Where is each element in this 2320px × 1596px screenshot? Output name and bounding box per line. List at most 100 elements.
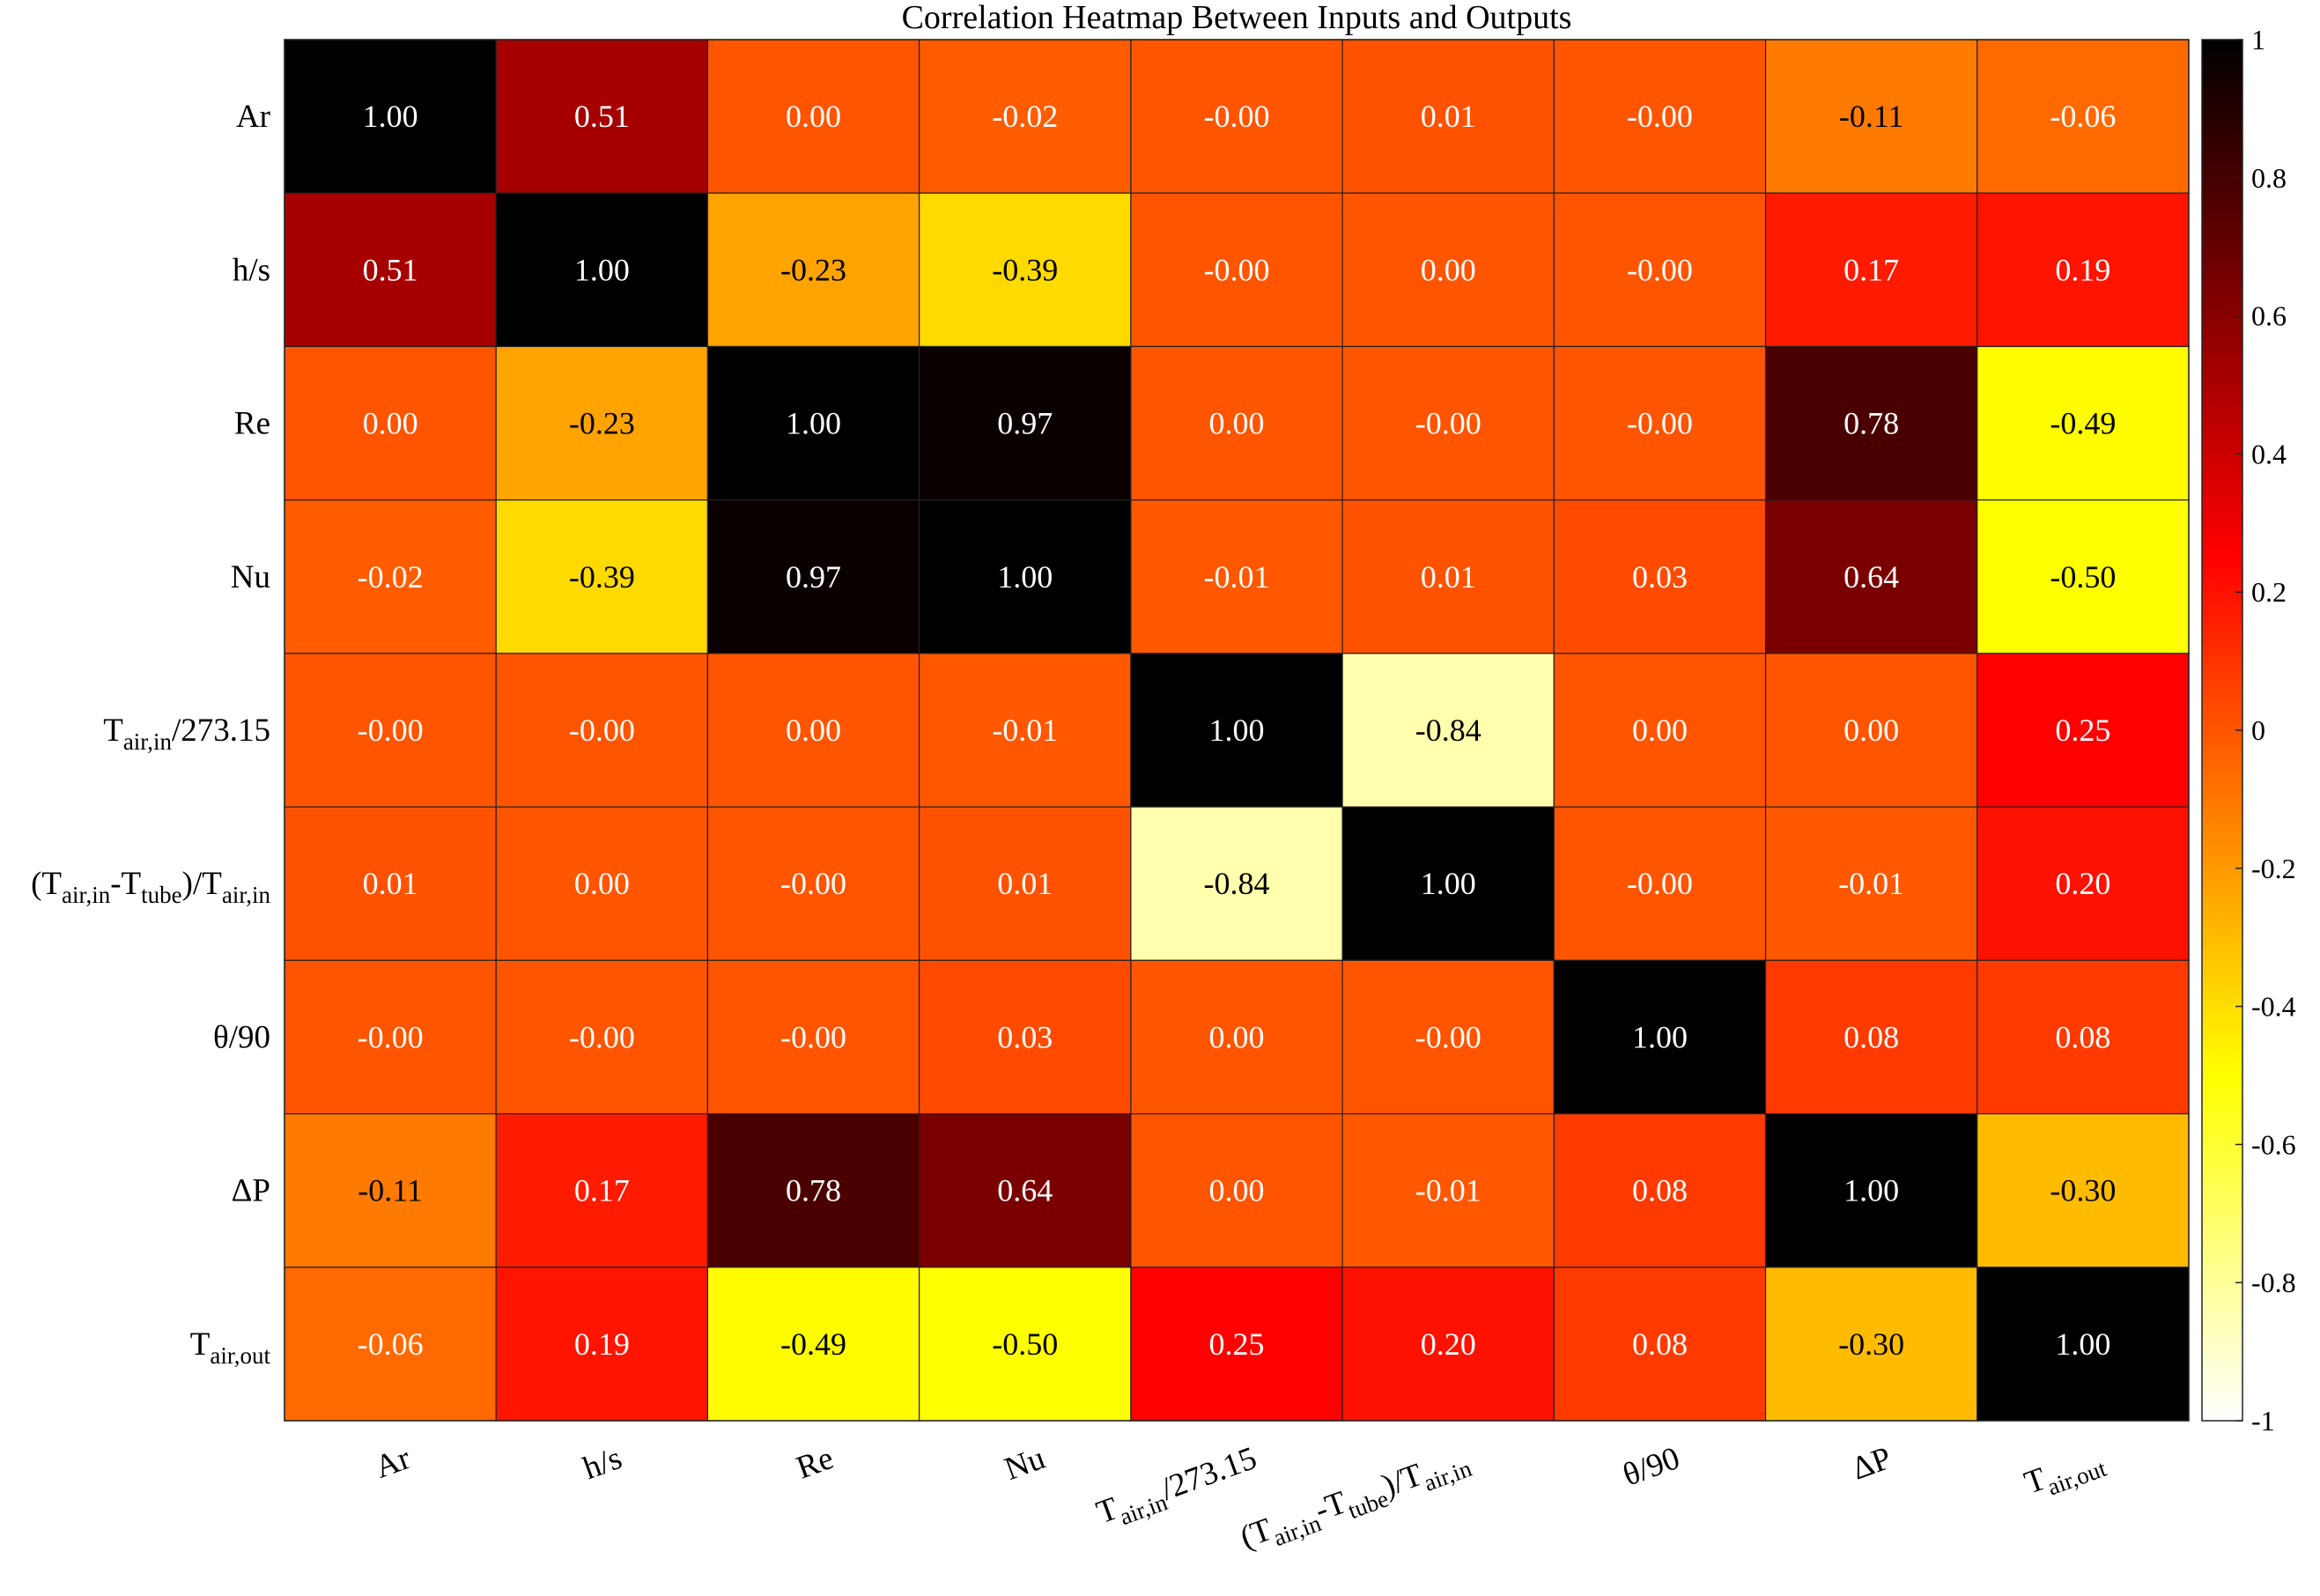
label-text: T <box>190 1326 211 1363</box>
heatmap-cell <box>284 1267 497 1422</box>
heatmap-cell <box>495 1267 709 1422</box>
label-text: (T <box>31 866 62 902</box>
y-tick-label: h/s <box>233 252 270 288</box>
cell-label: -0.39 <box>992 252 1058 287</box>
heatmap-cell <box>1553 1267 1767 1422</box>
cell-label: 0.00 <box>574 866 630 901</box>
cell-label: 0.25 <box>2055 713 2110 748</box>
heatmap-cell <box>1764 39 1978 194</box>
label-subscript: air,in <box>1116 1489 1171 1530</box>
heatmap-cell <box>919 1267 1132 1422</box>
cell-label: 0.25 <box>1209 1326 1265 1362</box>
cell-label: -0.39 <box>569 559 635 595</box>
colorbar-tick-label: 0.6 <box>2251 300 2287 332</box>
label-text: θ/90 <box>1618 1440 1684 1494</box>
x-tick-label: Tair,out <box>2020 1440 2110 1507</box>
heatmap-cell <box>495 959 709 1115</box>
cell-label: -0.84 <box>1204 866 1270 901</box>
heatmap-cell <box>1764 499 1978 654</box>
cell-label: -0.00 <box>358 1019 424 1054</box>
cell-label: -0.00 <box>1627 252 1693 287</box>
colorbar-tick-label: 0.8 <box>2251 162 2287 194</box>
label-text: ΔP <box>232 1173 270 1209</box>
cell-label: 0.01 <box>363 866 418 901</box>
cell-label: -0.06 <box>358 1326 424 1362</box>
y-tick-label: Re <box>234 406 270 442</box>
cell-label: 0.00 <box>1209 1173 1265 1208</box>
x-tick-label: h/s <box>579 1440 627 1487</box>
cell-label: 1.00 <box>2055 1326 2110 1362</box>
heatmap-cell <box>1341 653 1555 808</box>
cell-label: -0.00 <box>1415 1019 1481 1054</box>
heatmap-cell <box>284 1112 497 1268</box>
heatmap-cell <box>1341 1112 1555 1268</box>
colorbar-tick-label: -0.8 <box>2251 1267 2296 1298</box>
cell-label: 0.64 <box>1843 559 1899 595</box>
heatmap-cell <box>495 39 709 194</box>
cell-label: -0.30 <box>2050 1173 2116 1208</box>
x-tick-label: Nu <box>1000 1440 1050 1488</box>
heatmap-cell <box>1553 653 1767 808</box>
cell-label: 0.97 <box>786 559 841 595</box>
cell-label: 0.51 <box>574 99 630 134</box>
cell-label: -0.02 <box>992 99 1058 134</box>
heatmap-cell <box>706 806 920 961</box>
x-tick-label: Ar <box>370 1440 415 1486</box>
cell-label: 0.08 <box>1632 1326 1688 1362</box>
label-subscript: air,in <box>62 882 111 908</box>
label-subscript: air,out <box>210 1342 270 1369</box>
cell-label: 1.00 <box>1421 866 1476 901</box>
cell-label: 0.17 <box>1843 252 1899 287</box>
heatmap-cell <box>1130 1112 1343 1268</box>
label-subscript: air,in <box>1270 1510 1326 1551</box>
cell-label: -0.00 <box>1415 406 1481 441</box>
cell-label: 0.08 <box>1843 1019 1899 1054</box>
label-text: h/s <box>233 252 270 288</box>
cell-label: 0.00 <box>363 406 418 441</box>
label-subscript: tube <box>141 882 182 908</box>
heatmap-cell <box>1764 653 1978 808</box>
label-text: T <box>103 713 123 749</box>
cell-label: -0.00 <box>1627 99 1693 134</box>
x-tick-label: (Tair,in-Ttube)/Tair,in <box>1236 1440 1475 1562</box>
y-tick-label: ΔP <box>232 1173 270 1209</box>
colorbar-tick-label: -0.2 <box>2251 853 2296 884</box>
cell-label: 0.00 <box>1209 1019 1265 1054</box>
cell-label: 1.00 <box>1632 1019 1688 1054</box>
y-tick-label: Ar <box>236 99 270 135</box>
cell-label: 1.00 <box>1209 713 1265 748</box>
y-tick-label: (Tair,in-Ttube)/Tair,in <box>31 866 270 908</box>
cell-label: 0.08 <box>2055 1019 2110 1054</box>
heatmap-cell <box>1130 192 1343 348</box>
label-text: /273.15 <box>172 713 270 749</box>
heatmap-cell <box>284 653 497 808</box>
heatmap-cell <box>919 653 1132 808</box>
cell-label: 1.00 <box>997 559 1053 595</box>
heatmap-cell <box>284 345 497 501</box>
label-text: Ar <box>370 1440 415 1486</box>
label-text: θ/90 <box>213 1019 270 1055</box>
colorbar-tick-label: 0 <box>2251 714 2265 746</box>
colorbar-tick-label: 0.4 <box>2251 438 2287 469</box>
cell-label: 0.01 <box>997 866 1053 901</box>
cell-label: 0.19 <box>574 1326 630 1362</box>
label-subscript: air,in <box>1421 1455 1476 1496</box>
cell-label: -0.01 <box>1838 866 1904 901</box>
cell-label: -0.01 <box>1204 559 1270 595</box>
cell-label: 1.00 <box>363 99 418 134</box>
label-text: Re <box>792 1440 839 1487</box>
cell-label: 0.20 <box>1421 1326 1476 1362</box>
cell-label: 0.00 <box>786 713 841 748</box>
label-text: h/s <box>579 1440 627 1487</box>
x-tick-label: θ/90 <box>1618 1440 1684 1494</box>
x-tick-label: ΔP <box>1847 1440 1896 1488</box>
heatmap-cell <box>1130 1267 1343 1422</box>
label-text: )/T <box>182 866 222 902</box>
cell-label: 0.78 <box>1843 406 1899 441</box>
chart-title: Correlation Heatmap Between Inputs and O… <box>902 0 1572 36</box>
label-subscript: air,in <box>222 882 271 908</box>
heatmap-cell <box>1764 345 1978 501</box>
cell-label: 0.64 <box>997 1173 1053 1208</box>
cell-label: 0.00 <box>786 99 841 134</box>
